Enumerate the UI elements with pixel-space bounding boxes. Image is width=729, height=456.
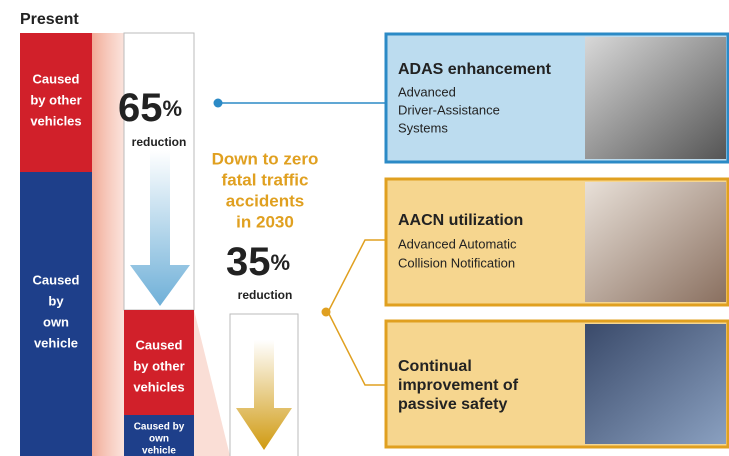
present-other bbox=[20, 33, 92, 172]
text: Driver-Assistance bbox=[398, 102, 500, 117]
text: Continual bbox=[398, 358, 472, 375]
text: own bbox=[43, 314, 69, 329]
photo bbox=[585, 37, 726, 159]
text: Systems bbox=[398, 120, 448, 135]
text: vehicles bbox=[30, 113, 81, 128]
photo bbox=[585, 324, 726, 444]
text: improvement of bbox=[398, 377, 519, 394]
text: passive safety bbox=[398, 396, 508, 413]
present-own bbox=[20, 172, 92, 456]
text: Caused bbox=[136, 337, 183, 352]
text: in 2030 bbox=[236, 212, 294, 231]
text: vehicle bbox=[34, 335, 78, 350]
number: 35 bbox=[226, 240, 271, 284]
dot bbox=[213, 98, 223, 108]
reduction-1: 65% bbox=[118, 86, 182, 130]
text: Advanced bbox=[398, 84, 456, 99]
text: vehicle bbox=[142, 446, 176, 456]
reduction-2: 35% bbox=[226, 240, 290, 284]
fade bbox=[194, 310, 230, 456]
stage1-own bbox=[124, 415, 194, 456]
text: accidents bbox=[226, 191, 304, 210]
text: own bbox=[149, 434, 169, 445]
fade bbox=[92, 33, 124, 456]
text: by bbox=[48, 293, 64, 308]
unit: % bbox=[271, 250, 291, 275]
text: AACN utilization bbox=[398, 212, 523, 229]
text: by other bbox=[30, 92, 81, 107]
text: Collision Notification bbox=[398, 255, 515, 270]
dot bbox=[321, 307, 331, 317]
text: reduction bbox=[238, 288, 293, 302]
number: 65 bbox=[118, 86, 163, 130]
text: Caused bbox=[33, 71, 80, 86]
text: fatal traffic bbox=[222, 170, 309, 189]
text: reduction bbox=[132, 135, 187, 149]
text: Advanced Automatic bbox=[398, 236, 517, 251]
text: Caused by bbox=[134, 422, 185, 433]
text: by other bbox=[133, 358, 184, 373]
text: Down to zero bbox=[212, 149, 319, 168]
stage1-other bbox=[124, 310, 194, 415]
present-label: Present bbox=[20, 11, 79, 28]
text: Caused bbox=[33, 272, 80, 287]
arrow bbox=[236, 340, 292, 450]
arrow bbox=[130, 150, 190, 306]
photo bbox=[585, 182, 726, 302]
text: vehicles bbox=[133, 379, 184, 394]
text: ADAS enhancement bbox=[398, 61, 552, 78]
connector bbox=[327, 239, 385, 386]
unit: % bbox=[163, 96, 183, 121]
